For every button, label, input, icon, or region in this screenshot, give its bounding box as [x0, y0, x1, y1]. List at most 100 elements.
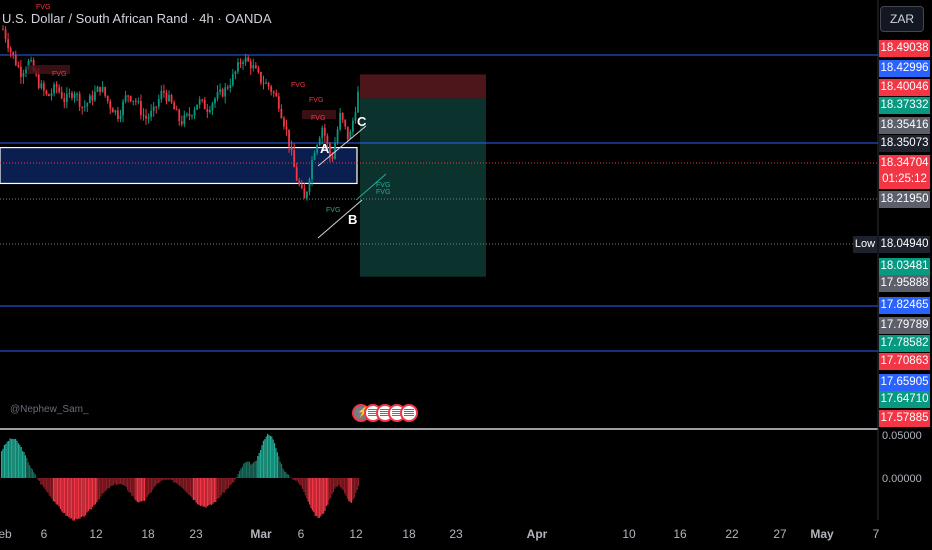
- osc-bar: [237, 474, 239, 478]
- osc-bar: [299, 478, 301, 485]
- osc-bar: [317, 478, 319, 518]
- osc-bar: [218, 478, 220, 499]
- osc-bar: [85, 478, 87, 516]
- candle-body: [244, 57, 247, 63]
- osc-bar: [250, 464, 252, 478]
- osc-bar: [30, 467, 32, 478]
- candle-body: [254, 65, 257, 69]
- osc-bar: [339, 478, 341, 488]
- osc-bar: [320, 478, 322, 517]
- candle-body: [180, 121, 183, 125]
- candle-body: [288, 129, 290, 147]
- osc-bar: [92, 478, 94, 507]
- candle-body: [203, 99, 206, 110]
- osc-bar: [37, 478, 39, 480]
- osc-bar: [149, 478, 151, 494]
- osc-bar: [101, 478, 103, 494]
- osc-bar: [337, 478, 339, 487]
- candle-body: [76, 93, 78, 95]
- osc-bar: [48, 478, 50, 496]
- candle-body: [196, 104, 199, 110]
- symbol-title[interactable]: U.S. Dollar / South African Rand · 4h · …: [2, 11, 272, 26]
- x-tick-label: 23: [189, 527, 203, 541]
- candle-body: [270, 86, 273, 92]
- fvg-label: FVG: [376, 182, 390, 189]
- osc-bar: [302, 478, 304, 490]
- osc-bar: [10, 438, 12, 478]
- candle-body: [22, 73, 25, 77]
- candle-body: [211, 103, 214, 110]
- osc-bar: [276, 452, 278, 478]
- fvg-label: FVG: [309, 97, 323, 104]
- osc-bar: [254, 461, 256, 478]
- osc-bar: [279, 461, 281, 478]
- osc-bar: [246, 461, 248, 478]
- currency-button[interactable]: ZAR: [880, 6, 924, 32]
- x-tick-label: 22: [725, 527, 739, 541]
- x-tick-label: May: [810, 527, 834, 541]
- candle-body: [336, 129, 339, 144]
- osc-bar: [9, 438, 11, 478]
- candle-body: [101, 87, 104, 92]
- osc-bar: [243, 463, 245, 478]
- osc-bar: [111, 478, 113, 486]
- fvg-label: FVG: [291, 82, 305, 89]
- osc-bar: [325, 478, 327, 507]
- x-tick-label: Mar: [250, 527, 272, 541]
- candle-body: [127, 95, 130, 97]
- osc-bar: [327, 478, 329, 505]
- osc-bar: [118, 478, 120, 485]
- price-label: 18.37332: [879, 97, 930, 114]
- price-label: 18.42996: [879, 60, 930, 77]
- x-tick-label: 23: [449, 527, 463, 541]
- fvg-label: FVG: [326, 207, 340, 214]
- candles: [2, 25, 359, 201]
- candle-body: [331, 156, 334, 159]
- osc-bar: [194, 478, 196, 501]
- price-label: 18.35416: [879, 117, 930, 134]
- osc-bar: [331, 478, 333, 495]
- candle-body: [316, 145, 319, 153]
- osc-bar: [226, 478, 228, 489]
- osc-bar: [83, 478, 85, 517]
- candle-body: [214, 98, 216, 104]
- candle-body: [173, 102, 176, 110]
- osc-bar: [222, 478, 224, 493]
- projection-line: [355, 173, 387, 201]
- osc-bar: [44, 478, 46, 490]
- osc-bar: [40, 478, 42, 485]
- candle-body: [311, 159, 313, 180]
- osc-bar: [195, 478, 197, 503]
- osc-bar: [113, 478, 115, 485]
- candle-body: [152, 106, 155, 111]
- osc-bar: [73, 478, 75, 521]
- osc-bar: [132, 478, 134, 497]
- osc-bar: [261, 445, 263, 478]
- candle-body: [2, 29, 4, 31]
- osc-bar: [87, 478, 89, 511]
- osc-bar: [278, 456, 280, 478]
- candle-body: [73, 94, 76, 98]
- candle-body: [306, 191, 308, 199]
- osc-bar: [90, 478, 92, 510]
- candle-body: [298, 180, 301, 185]
- horizontal-levels: [0, 54, 878, 352]
- candle-body: [283, 118, 285, 127]
- candle-body: [326, 135, 329, 144]
- candle-body: [201, 99, 204, 101]
- osc-bar: [204, 478, 206, 507]
- low-value: 18.04940: [879, 236, 930, 253]
- us-flag-icon[interactable]: [400, 404, 418, 422]
- osc-bar: [97, 478, 99, 500]
- osc-bar: [251, 463, 253, 478]
- candle-body: [323, 127, 326, 136]
- candle-body: [117, 110, 119, 119]
- candle-body: [175, 109, 178, 111]
- osc-bar: [213, 478, 215, 503]
- low-label: Low: [853, 236, 877, 253]
- price-label: 17.82465: [879, 297, 930, 314]
- osc-bar: [5, 444, 7, 478]
- osc-bar: [23, 452, 25, 478]
- osc-bar: [17, 443, 19, 478]
